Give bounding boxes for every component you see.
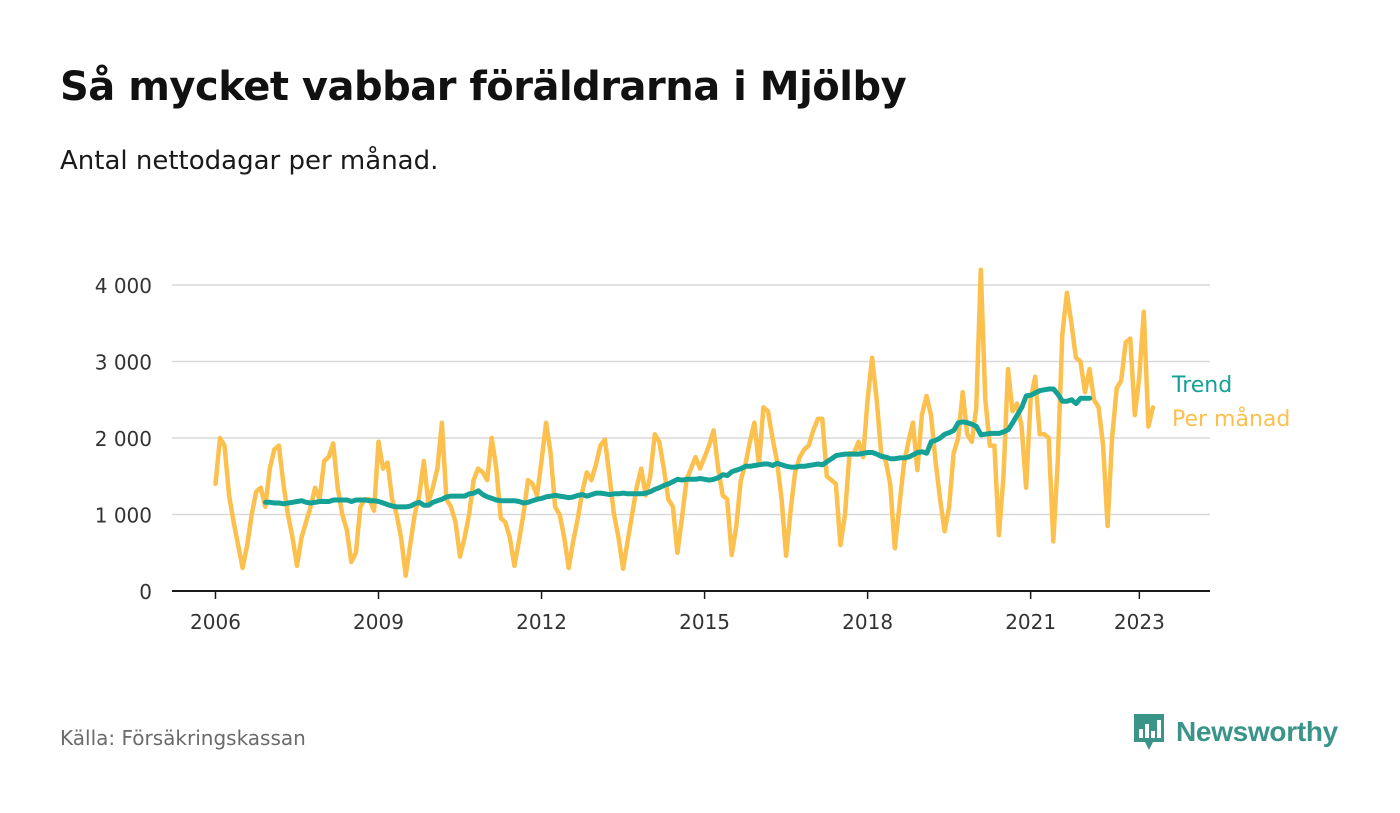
line-chart: 0 1 000 2 000 3 000 4 000 2006 2009 2012 2015 201… (95, 267, 1290, 634)
trend-line (263, 386, 1093, 510)
axes: 0 1 000 2 000 3 000 4 000 2006 2009 2012 2015 201… (95, 274, 1210, 634)
y-tick-label: 1 000 (95, 504, 152, 528)
y-tick-label: 3 000 (95, 351, 152, 375)
newsworthy-logo-icon (1134, 714, 1164, 750)
y-tick-label: 0 (139, 580, 152, 604)
monthly-line (213, 267, 1156, 578)
legend-label-trend: Trend (1171, 373, 1232, 398)
series-lines (213, 267, 1156, 578)
x-tick-label: 2023 (1114, 610, 1165, 634)
source-note: Källa: Försäkringskassan (60, 726, 306, 750)
x-tick-label: 2006 (190, 610, 241, 634)
x-tick-label: 2012 (516, 610, 567, 634)
chart-title: Så mycket vabbar föräldrarna i Mjölby (60, 64, 907, 110)
x-tick-label: 2021 (1005, 610, 1056, 634)
brand-name: Newsworthy (1176, 716, 1338, 747)
x-tick-label: 2009 (353, 610, 404, 634)
brand-logo[interactable]: Newsworthy (1132, 712, 1338, 752)
x-tick-label: 2018 (842, 610, 893, 634)
legend-label-monthly: Per månad (1172, 406, 1290, 432)
x-tick-label: 2015 (679, 610, 730, 634)
y-tick-label: 4 000 (95, 274, 152, 298)
y-tick-label: 2 000 (95, 427, 152, 451)
grid-lines (172, 284, 1210, 516)
chart-subtitle: Antal nettodagar per månad. (60, 146, 439, 176)
series-labels: Per månad Trend (1171, 373, 1290, 432)
